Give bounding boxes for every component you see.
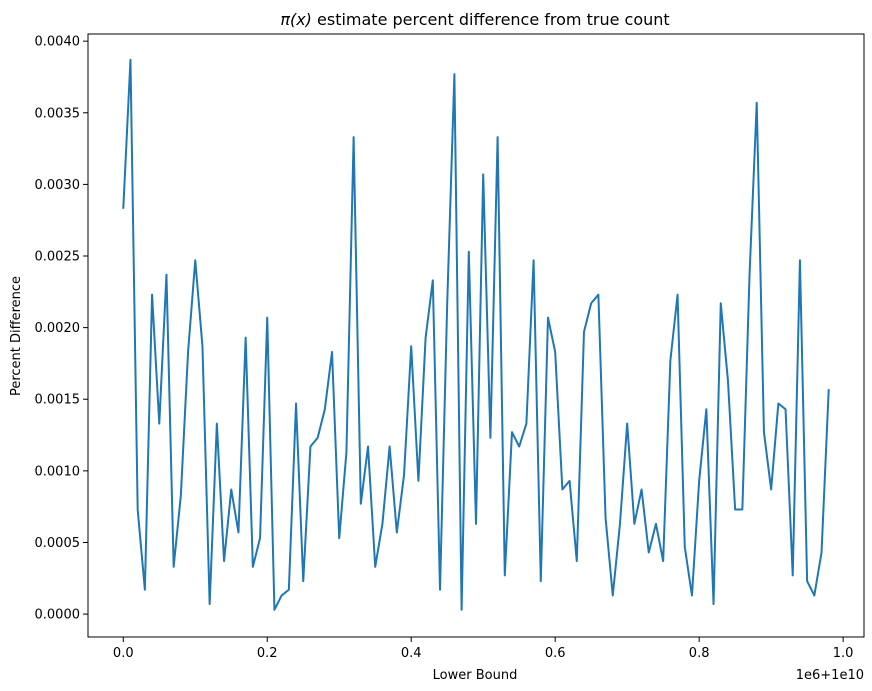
chart-title-rest: estimate percent difference from true co… bbox=[312, 10, 670, 29]
x-tick-label: 0.0 bbox=[113, 646, 134, 661]
x-offset-label: 1e6+1e10 bbox=[796, 668, 864, 683]
x-tick-label: 0.2 bbox=[257, 646, 278, 661]
x-tick-label: 1.0 bbox=[833, 646, 854, 661]
y-axis: 0.0000 0.0005 0.0010 0.0015 0.0020 0.0025 0.00… bbox=[35, 35, 88, 623]
y-axis-label: Percent Difference bbox=[9, 276, 24, 396]
x-tick-label: 0.4 bbox=[401, 646, 422, 661]
y-tick-label: 0.0030 bbox=[35, 178, 81, 193]
plot-frame bbox=[87, 33, 865, 638]
chart-title: π(x) estimate percent difference from tr… bbox=[280, 10, 669, 29]
x-axis-label: Lower Bound bbox=[433, 668, 518, 683]
series-line bbox=[122, 58, 830, 611]
y-tick-label: 0.0020 bbox=[35, 321, 81, 336]
x-axis: 0.0 0.2 0.4 0.6 0.8 1.0 bbox=[113, 637, 854, 661]
x-tick-label: 0.6 bbox=[545, 646, 566, 661]
series-line-group bbox=[122, 58, 830, 611]
y-tick-label: 0.0015 bbox=[35, 393, 81, 408]
y-tick-label: 0.0040 bbox=[35, 35, 81, 50]
y-tick-label: 0.0010 bbox=[35, 464, 81, 479]
x-tick-label: 0.8 bbox=[689, 646, 710, 661]
y-tick-label: 0.0035 bbox=[35, 106, 81, 121]
y-tick-label: 0.0005 bbox=[35, 536, 81, 551]
y-tick-label: 0.0000 bbox=[35, 608, 81, 623]
y-tick-label: 0.0025 bbox=[35, 250, 81, 265]
chart-title-math: π(x) bbox=[280, 10, 312, 29]
